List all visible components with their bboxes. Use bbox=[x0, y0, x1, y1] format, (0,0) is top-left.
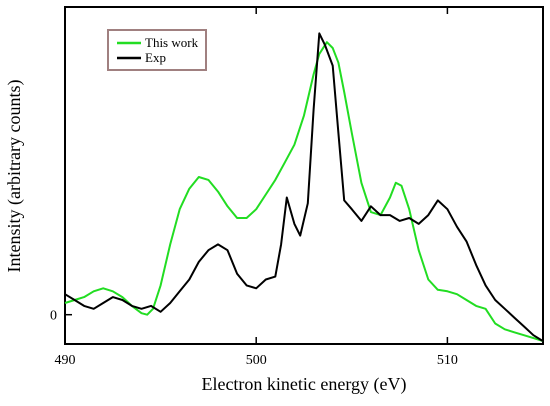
legend-box bbox=[107, 29, 207, 71]
x-tick-label-500: 500 bbox=[246, 353, 267, 368]
x-tick-label-490: 490 bbox=[55, 353, 76, 368]
y-tick-label-0: 0 bbox=[50, 309, 57, 324]
tick-layer: 490 500 510 0 bbox=[50, 7, 458, 368]
series-layer bbox=[64, 32, 544, 343]
y-axis-label: Intensity (arbitrary counts) bbox=[4, 80, 25, 273]
legend-label-this-work: This work bbox=[145, 35, 199, 50]
legend: This work Exp bbox=[107, 29, 207, 71]
legend-label-exp: Exp bbox=[145, 50, 166, 65]
series-line-this-work bbox=[64, 41, 544, 343]
plot-frame bbox=[64, 6, 544, 345]
x-tick-label-510: 510 bbox=[437, 353, 458, 368]
series-line-exp bbox=[64, 32, 544, 342]
x-axis-label: Electron kinetic energy (eV) bbox=[201, 374, 406, 395]
